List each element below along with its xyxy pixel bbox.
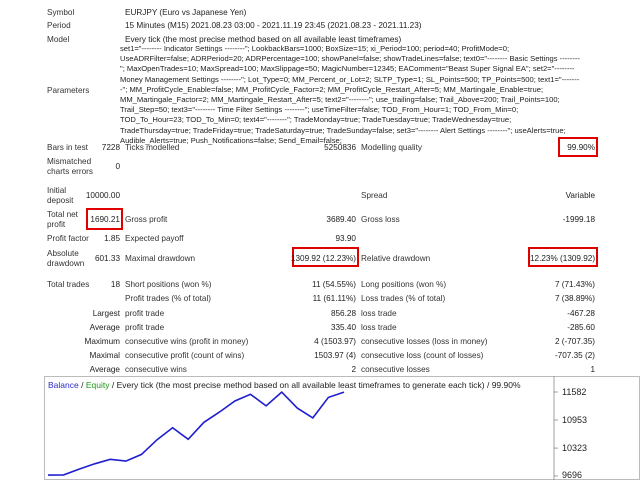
spread-label: Spread xyxy=(361,191,388,200)
y-tick-label: 10323 xyxy=(562,443,587,453)
max-consecutive-wins-label: consecutive wins (profit in money) xyxy=(125,337,249,346)
max-dd-highlight xyxy=(292,247,359,267)
total-trades-value: 18 xyxy=(110,280,120,289)
quality-value: 99.90% xyxy=(567,143,595,152)
rel-dd-value: 12.23% (1309.92) xyxy=(530,254,596,263)
symbol-label: Symbol xyxy=(47,8,75,17)
maximum-label: Maximum xyxy=(84,337,120,346)
total-trades-label: Total trades xyxy=(47,280,90,289)
y-tick-label: 9696 xyxy=(562,470,582,480)
period-value: 15 Minutes (M15) 2021.08.23 03:00 - 2021… xyxy=(125,21,422,30)
mismatch-value: 0 xyxy=(115,162,120,171)
gross-profit-label: Gross profit xyxy=(125,215,168,224)
maximal-consecutive-profit-label: consecutive profit (count of wins) xyxy=(125,351,245,360)
expected-payoff-value: 93.90 xyxy=(335,234,357,243)
chart-legend: Balance / Equity / Every tick (the most … xyxy=(48,380,521,390)
bars-value: 7228 xyxy=(101,143,120,152)
net-profit-label-2: profit xyxy=(47,220,66,229)
expected-payoff-label: Expected payoff xyxy=(125,234,184,243)
largest-loss-value: -467.28 xyxy=(567,309,595,318)
maximal-label: Maximal xyxy=(89,351,120,360)
average-loss-label: loss trade xyxy=(361,323,397,332)
rel-dd-highlight xyxy=(528,247,598,267)
max-dd-value: 1309.92 (12.23%) xyxy=(290,254,356,263)
y-tick-label: 10953 xyxy=(562,415,587,425)
avg-consecutive-losses-label: consecutive losses xyxy=(361,365,430,374)
quality-label: Modelling quality xyxy=(361,143,422,152)
profit-trades-value: 11 (61.11%) xyxy=(312,294,356,303)
model-value: Every tick (the most precise method base… xyxy=(125,35,402,44)
avg-consecutive-losses-value: 1 xyxy=(590,365,595,374)
mismatch-label-1: Mismatched xyxy=(47,157,92,166)
quality-highlight xyxy=(558,137,598,157)
legend-balance: Balance xyxy=(48,380,79,390)
average-loss-value: -285.60 xyxy=(567,323,595,332)
gross-loss-label: Gross loss xyxy=(361,215,400,224)
legend-description: / Every tick (the most precise method ba… xyxy=(112,380,521,390)
deposit-label-2: deposit xyxy=(47,196,74,205)
profit-factor-value: 1.85 xyxy=(104,234,120,243)
max-consecutive-losses-label: consecutive losses (loss in money) xyxy=(361,337,488,346)
gross-loss-value: -1999.18 xyxy=(562,215,595,224)
symbol-value: EURJPY (Euro vs Japanese Yen) xyxy=(125,8,247,17)
largest-loss-label: loss trade xyxy=(361,309,397,318)
period-label: Period xyxy=(47,21,71,30)
max-dd-label: Maximal drawdown xyxy=(125,254,196,263)
model-label: Model xyxy=(47,35,70,44)
abs-dd-value: 601.33 xyxy=(94,254,120,263)
spread-value: Variable xyxy=(565,191,595,200)
profit-trades-label: Profit trades (% of total) xyxy=(125,294,212,303)
y-tick-label: 11582 xyxy=(562,387,586,397)
loss-trades-label: Loss trades (% of total) xyxy=(361,294,446,303)
chart-frame xyxy=(44,376,640,480)
max-consecutive-wins-value: 4 (1503.97) xyxy=(314,337,356,346)
profit-factor-label: Profit factor xyxy=(47,234,89,243)
deposit-label-1: Initial xyxy=(47,186,67,195)
maximal-consecutive-profit-value: 1503.97 (4) xyxy=(314,351,356,360)
rel-dd-label: Relative drawdown xyxy=(361,254,431,263)
deposit-value: 10000.00 xyxy=(85,191,120,200)
max-consecutive-losses-value: 2 (-707.35) xyxy=(554,337,595,346)
legend-equity: Equity xyxy=(86,380,110,390)
maximal-consecutive-loss-value: -707.35 (2) xyxy=(554,351,595,360)
balance-line xyxy=(47,390,345,476)
parameters-value: set1="-------- Indicator Settings ------… xyxy=(120,44,580,145)
maximal-consecutive-loss-label: consecutive loss (count of losses) xyxy=(361,351,484,360)
average-label: Average xyxy=(89,323,120,332)
legend-slash: / xyxy=(81,380,84,390)
long-value: 7 (71.43%) xyxy=(554,280,595,289)
mismatch-label-2: charts errors xyxy=(47,167,93,176)
abs-dd-label-2: drawdown xyxy=(47,259,85,268)
largest-profit-value: 856.28 xyxy=(330,309,356,318)
long-label: Long positions (won %) xyxy=(361,280,447,289)
loss-trades-value: 7 (38.89%) xyxy=(554,294,595,303)
short-value: 11 (54.55%) xyxy=(312,280,356,289)
abs-dd-label-1: Absolute xyxy=(47,249,79,258)
short-label: Short positions (won %) xyxy=(125,280,212,289)
parameters-label: Parameters xyxy=(47,86,90,95)
balance-chart: Balance / Equity / Every tick (the most … xyxy=(44,376,640,480)
net-profit-value: 1690.21 xyxy=(90,215,120,224)
y-axis-ticks: 11582 10953 10323 9696 xyxy=(554,387,587,480)
net-profit-label-1: Total net xyxy=(47,210,78,219)
ticks-label: Ticks modelled xyxy=(125,143,180,152)
ticks-value: 5250836 xyxy=(324,143,356,152)
avg-consecutive-wins-label: consecutive wins xyxy=(125,365,187,374)
gross-profit-value: 3689.40 xyxy=(326,215,356,224)
average-profit-label: profit trade xyxy=(125,323,165,332)
largest-label: Largest xyxy=(92,309,120,318)
average-profit-value: 335.40 xyxy=(330,323,356,332)
net-profit-highlight xyxy=(86,208,123,230)
avg-consecutive-wins-value: 2 xyxy=(351,365,356,374)
bars-label: Bars in test xyxy=(47,143,88,152)
largest-profit-label: profit trade xyxy=(125,309,165,318)
average2-label: Average xyxy=(89,365,120,374)
